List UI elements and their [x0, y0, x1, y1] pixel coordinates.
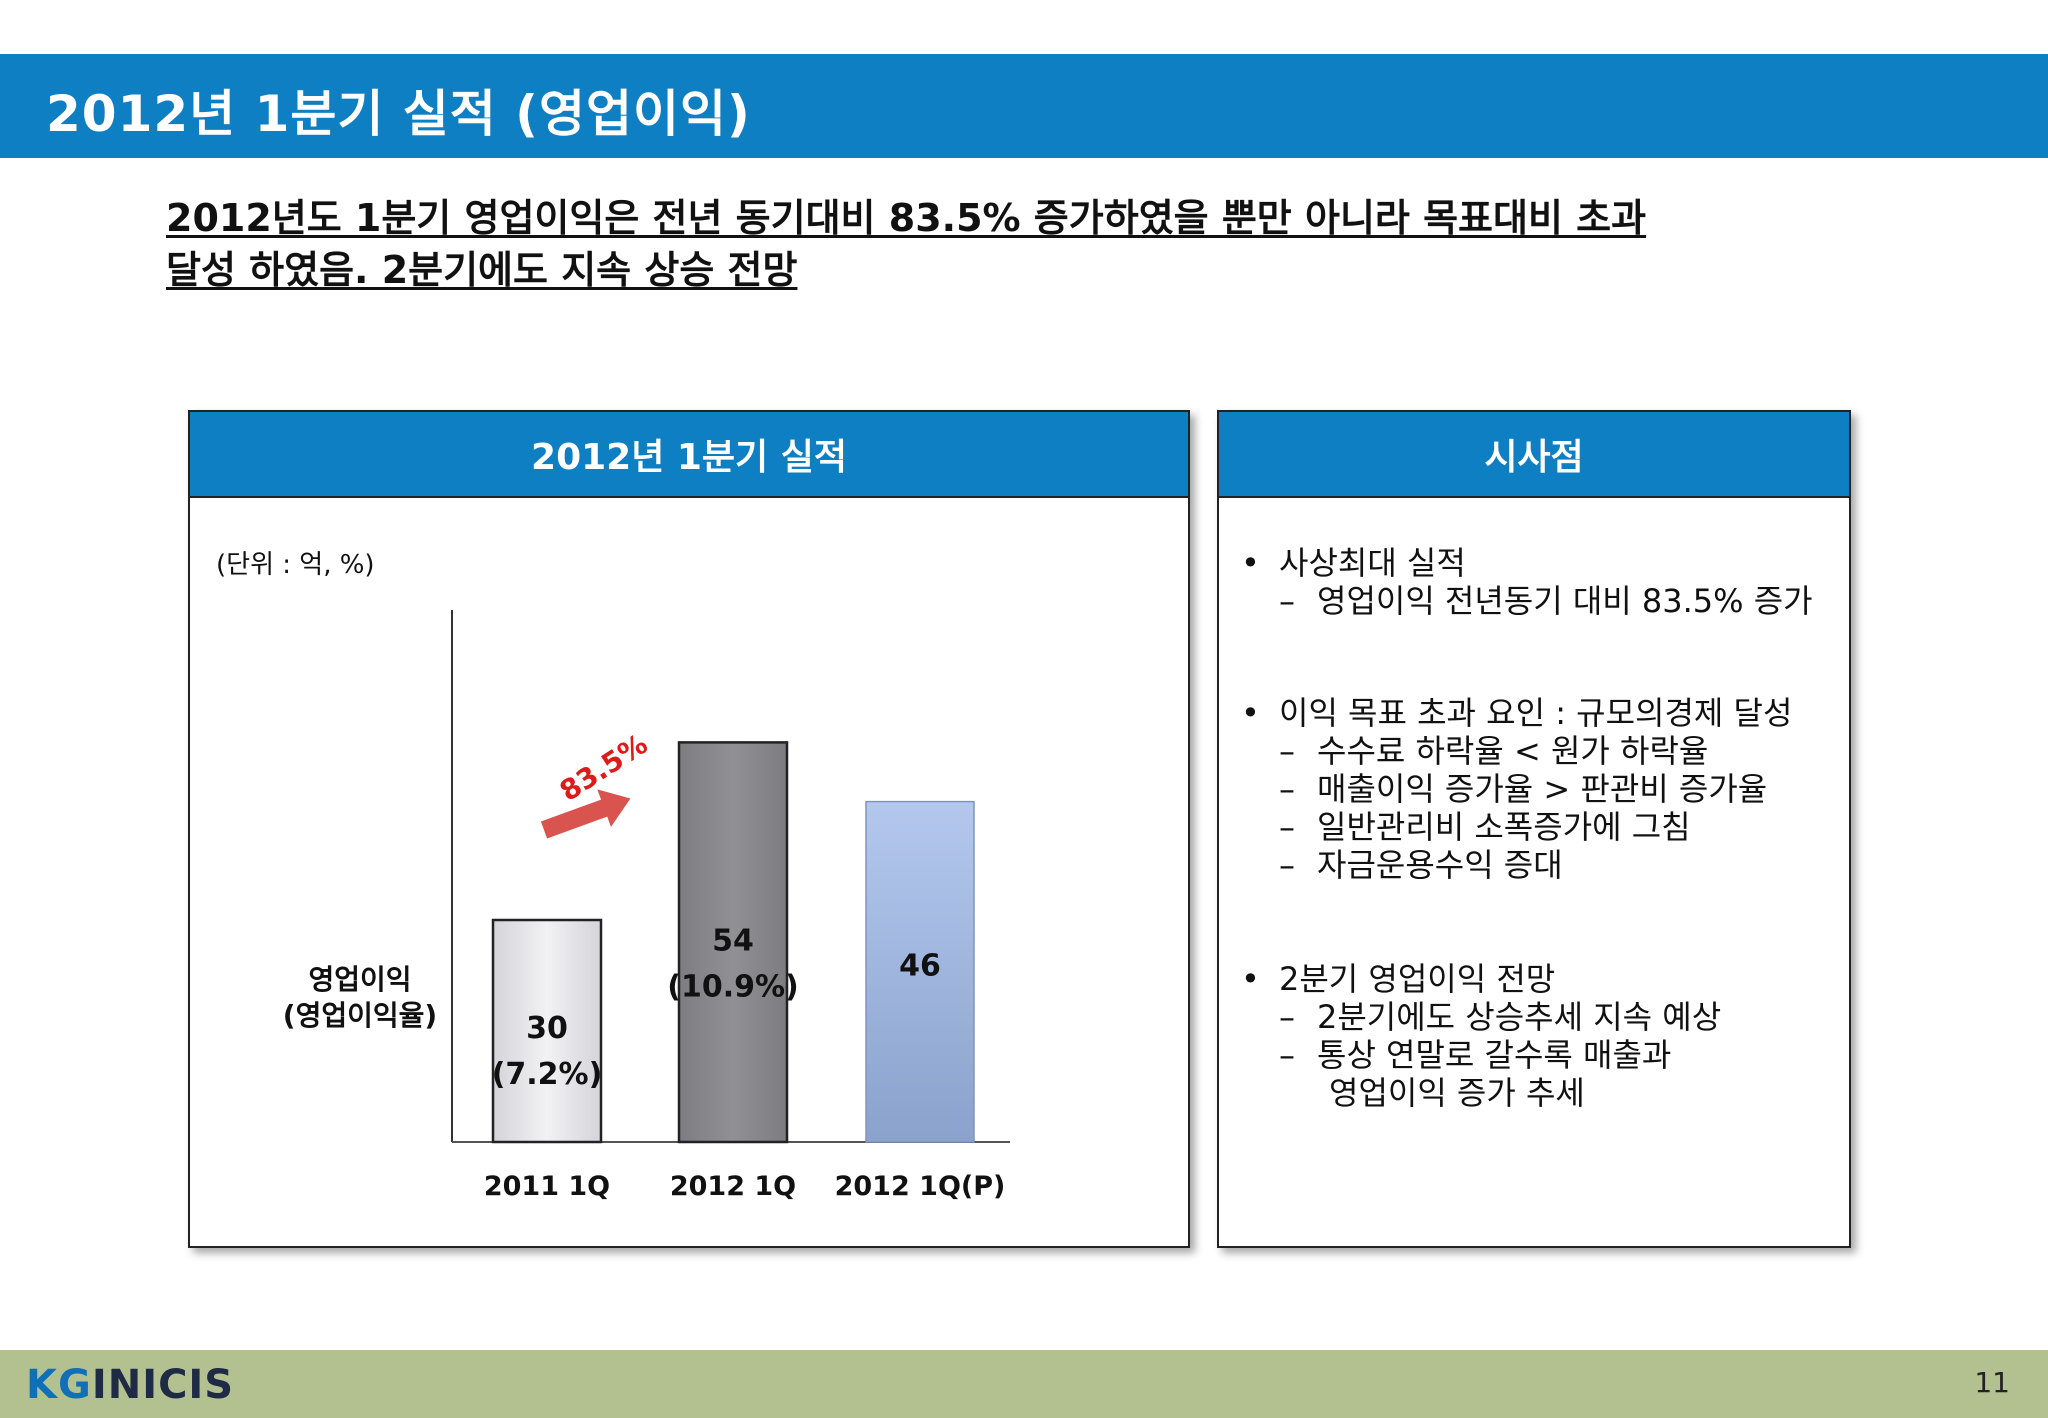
sub-item: – 통상 연말로 갈수록 매출과: [1237, 1036, 1837, 1074]
implication-group-1: • 사상최대 실적 – 영업이익 전년동기 대비 83.5% 증가: [1237, 544, 1837, 620]
dash: –: [1279, 998, 1295, 1036]
implications-panel-title: 시사점: [1219, 412, 1849, 498]
results-panel: 2012년 1분기 실적 (단위 : 억, %) 영업이익 (영업이익율) 30…: [188, 410, 1190, 1248]
page-title: 2012년 1분기 실적 (영업이익): [46, 85, 751, 143]
sub-text: 2분기에도 상승추세 지속 예상: [1317, 998, 1722, 1036]
headline-line-1: 2012년도 1분기 영업이익은 전년 동기대비 83.5% 증가하였을 뿐만 …: [166, 196, 1647, 240]
sub-text: 통상 연말로 갈수록 매출과: [1317, 1036, 1672, 1074]
sub-item: –2분기에도 상승추세 지속 예상: [1237, 998, 1837, 1036]
row-label-line-2: (영업이익율): [282, 999, 438, 1032]
row-label: 영업이익 (영업이익율): [240, 962, 480, 1034]
bullet-item: • 사상최대 실적: [1237, 544, 1837, 582]
sub-text: 매출이익 증가율 > 판관비 증가율: [1317, 770, 1768, 808]
dash: –: [1279, 808, 1295, 846]
title-bar: 2012년 1분기 실적 (영업이익): [0, 54, 2048, 158]
row-label-line-1: 영업이익: [308, 963, 412, 996]
sub-item-continuation: 영업이익 증가 추세: [1329, 1074, 1585, 1112]
headline: 2012년도 1분기 영업이익은 전년 동기대비 83.5% 증가하였을 뿐만 …: [166, 192, 1886, 296]
dash: –: [1279, 1036, 1295, 1074]
company-logo: KGINICIS: [26, 1362, 234, 1408]
operating-profit-chart: 30 (7.2%) 2011 1Q 54 (10.9%) 2012 1Q 46 2012 1Q…: [451, 610, 1010, 1202]
category-label: 2011 1Q: [484, 1171, 610, 1202]
dash: –: [1279, 770, 1295, 808]
bar-value-label: 30: [526, 1011, 568, 1046]
dash: –: [1279, 582, 1295, 620]
sub-item: – 매출이익 증가율 > 판관비 증가율: [1237, 770, 1837, 808]
bar-value-label: 46: [899, 949, 941, 984]
implications-panel: 시사점 • 사상최대 실적 – 영업이익 전년동기 대비 83.5% 증가 • 이익 …: [1217, 410, 1851, 1248]
dash: –: [1279, 846, 1295, 884]
footer: KGINICIS 11: [0, 1350, 2048, 1418]
bar-rate-label: (10.9%): [667, 969, 799, 1004]
implication-group-3: • 2분기 영업이익 전망 –2분기에도 상승추세 지속 예상 – 통상 연말로 갈…: [1237, 960, 1837, 1112]
bullet-item: • 이익 목표 초과 요인 : 규모의경제 달성: [1237, 694, 1837, 732]
unit-label: (단위 : 억, %): [216, 550, 375, 580]
sub-text: 영업이익 전년동기 대비 83.5% 증가: [1317, 582, 1813, 620]
dash: –: [1279, 732, 1295, 770]
results-panel-title: 2012년 1분기 실적: [190, 412, 1188, 498]
logo-inicis: INICIS: [91, 1362, 235, 1408]
bar-1: [491, 918, 603, 1144]
sub-item: – 자금운용수익 증대: [1237, 846, 1837, 884]
sub-item: – 일반관리비 소폭증가에 그침: [1237, 808, 1837, 846]
bullet-text: 사상최대 실적: [1279, 544, 1466, 582]
implication-group-2: • 이익 목표 초과 요인 : 규모의경제 달성 – 수수료 하락율 < 원가 하락…: [1237, 694, 1837, 884]
bullet-text: 2분기 영업이익 전망: [1279, 960, 1556, 998]
bar-rate-label: (7.2%): [492, 1057, 603, 1092]
sub-item: – 수수료 하락율 < 원가 하락율: [1237, 732, 1837, 770]
bar-3: [865, 800, 975, 1143]
sub-text: 일반관리비 소폭증가에 그침: [1317, 808, 1691, 846]
logo-kg: KG: [26, 1362, 92, 1408]
bullet-text: 이익 목표 초과 요인 : 규모의경제 달성: [1279, 694, 1793, 732]
bullet-dot: •: [1241, 544, 1260, 582]
sub-text: 자금운용수익 증대: [1317, 846, 1563, 884]
sub-item: – 영업이익 전년동기 대비 83.5% 증가: [1237, 582, 1837, 620]
bar-2: [677, 741, 789, 1144]
sub-text: 수수료 하락율 < 원가 하락율: [1317, 732, 1709, 770]
page-number: 11: [1974, 1366, 2010, 1399]
headline-line-2: 달성 하였음. 2분기에도 지속 상승 전망: [166, 248, 798, 292]
bullet-item: • 2분기 영업이익 전망: [1237, 960, 1837, 998]
category-label: 2012 1Q(P): [835, 1171, 1006, 1202]
bullet-dot: •: [1241, 694, 1260, 732]
bullet-dot: •: [1241, 960, 1260, 998]
category-label: 2012 1Q: [670, 1171, 796, 1202]
growth-arrow: [540, 789, 631, 839]
bar-value-label: 54: [712, 923, 754, 958]
